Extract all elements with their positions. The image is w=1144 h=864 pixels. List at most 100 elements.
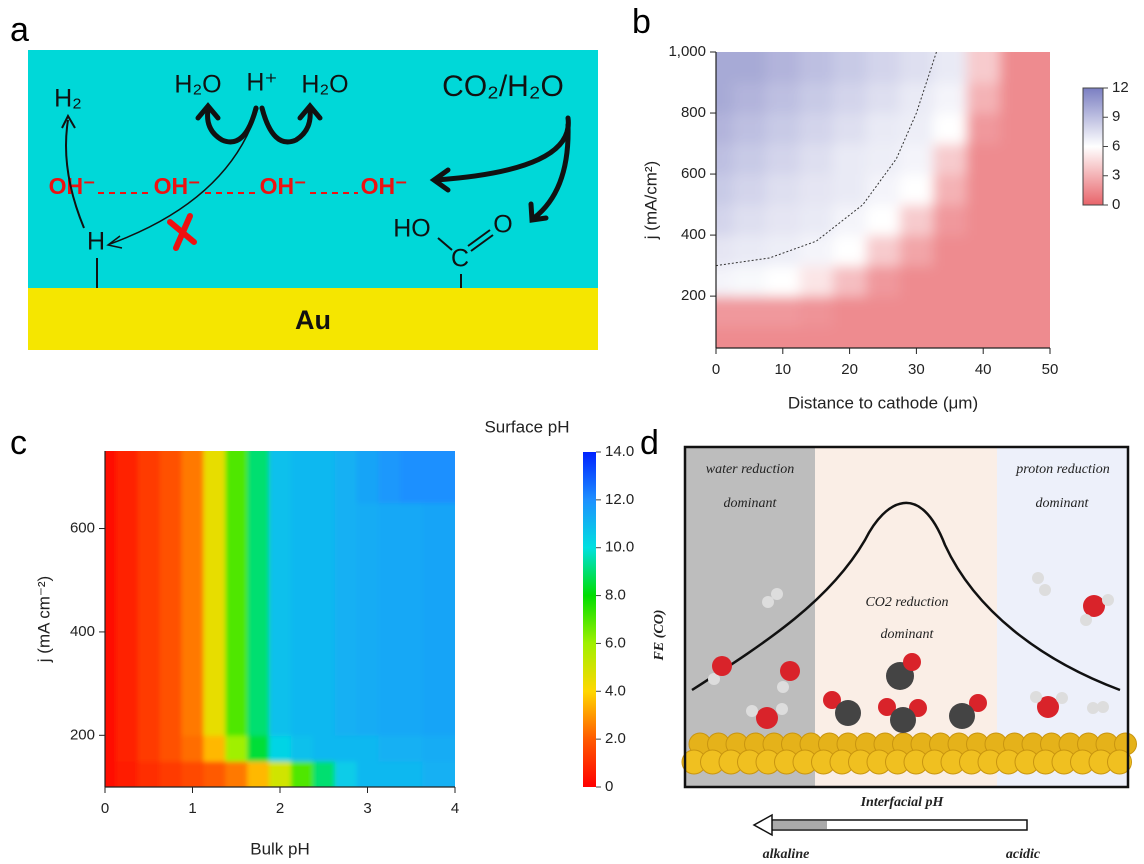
cell [181,606,204,633]
cell [766,82,800,114]
cell [899,326,934,348]
cell [400,476,423,504]
cell [225,502,248,530]
cell [766,326,800,348]
cell [225,476,248,504]
cell [356,631,379,659]
cell [334,554,358,581]
cell [732,296,767,328]
atom-h [777,681,789,693]
species: H₂ [54,85,82,113]
cell [933,52,967,84]
x-axis-label: Distance to cathode (μm) [788,393,978,412]
cell [159,528,183,555]
cell [356,580,379,607]
cell [247,683,270,710]
cell [1033,52,1050,84]
cell [159,735,183,762]
cell [899,52,934,84]
species: H₂O [301,71,348,99]
cell [203,735,226,762]
x-axis-label: Bulk pH [250,839,310,858]
species: H₂O [174,71,221,99]
cell [400,554,423,581]
cell [312,709,336,736]
cell [444,451,455,478]
x-tick-label: 40 [975,361,992,378]
cell [159,657,183,685]
arrowhead [528,201,549,223]
cell [766,52,800,84]
y-tick-label: 200 [70,726,95,743]
cell [444,631,455,659]
atom: O [493,211,512,239]
cell [899,82,934,114]
cell [247,631,270,659]
x-tick-label: 0 [101,800,109,817]
cell [312,476,336,504]
y-tick-label: 400 [70,623,95,640]
cell [832,52,867,84]
cell [999,235,1034,267]
cell [225,606,248,633]
cell [716,235,734,267]
colorbar-label: 6.0 [605,634,626,651]
cell [181,683,204,710]
cell [1033,82,1050,114]
cell [866,82,901,114]
colorbar [1082,87,1104,206]
region-acidic [997,447,1128,787]
cell [422,528,445,555]
cell [115,580,139,607]
cell [400,580,423,607]
cell [799,143,834,175]
cell [203,709,226,736]
atom-h [1102,594,1114,606]
cell [832,326,867,348]
axis-end-label: acidic [1006,847,1041,862]
atom-h [708,673,720,685]
atom-o [878,698,896,716]
x-tick-label: 2 [276,800,284,817]
ph-arrow-shade [772,821,827,829]
cell [732,52,767,84]
cell [334,476,358,504]
cell [378,451,401,478]
cell [716,174,734,206]
cell [105,761,117,787]
cell [732,82,767,114]
region-label: dominant [724,496,778,511]
y-tick-label: 400 [681,226,706,243]
cell [181,502,204,530]
cell [400,631,423,659]
cell [400,761,423,787]
cell [716,265,734,297]
cell [203,683,226,710]
cell [312,528,336,555]
cell [203,580,226,607]
cell [203,528,226,555]
cell [203,657,226,685]
cell [115,683,139,710]
arrowhead [61,113,76,129]
axis-label: Interfacial pH [860,795,945,810]
cell [899,143,934,175]
bond [467,229,491,247]
cell [866,326,901,348]
cell [225,451,248,478]
region-alkaline [685,447,815,787]
cell [866,143,901,175]
cell [312,580,336,607]
colorbar [583,452,596,787]
cell [799,52,834,84]
cell [1033,143,1050,175]
cell [105,735,117,762]
cell [1033,174,1050,206]
cell [766,265,800,297]
x-tick-label: 3 [363,800,371,817]
cell [137,631,161,659]
cell [899,265,934,297]
hydroxide: OH⁻ [361,173,408,199]
cell [444,580,455,607]
cell [312,631,336,659]
